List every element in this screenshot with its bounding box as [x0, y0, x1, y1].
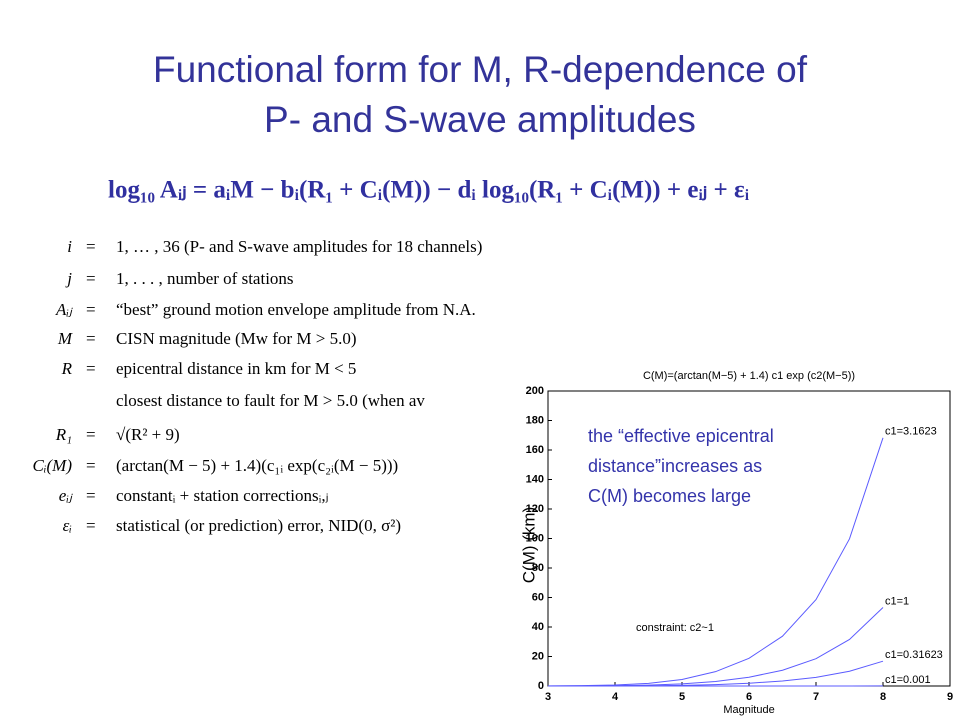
x-axis-label: Magnitude — [723, 704, 774, 716]
definition-text: 1, . . . , number of stations — [116, 269, 294, 288]
equals-sign: = — [86, 237, 96, 256]
definitions: i = 1, … , 36 (P- and S-wave amplitudes fo… — [32, 237, 482, 535]
y-tick-label: 20 — [532, 650, 544, 662]
definition-symbol: εᵢ — [63, 516, 72, 535]
equals-sign: = — [86, 269, 96, 288]
slide-title: P- and S-wave amplitudes — [264, 99, 696, 140]
y-tick-label: 40 — [532, 621, 544, 633]
series-label: c1=0.31623 — [885, 649, 943, 661]
x-tick-label: 8 — [880, 691, 886, 703]
definition-text: (arctan(M − 5) + 1.4)(c₁ᵢ exp(c₂ᵢ(M − 5)… — [116, 456, 398, 475]
slide-title: Functional form for M, R-dependence of — [153, 49, 808, 90]
x-tick-label: 6 — [746, 691, 752, 703]
definition-symbol: R — [61, 359, 73, 378]
definition-text: √(R² + 9) — [116, 425, 180, 444]
x-tick-label: 7 — [813, 691, 819, 703]
constraint-note: constraint: c2~1 — [636, 622, 714, 634]
definition-symbol: j — [65, 269, 72, 288]
definition-text: “best” ground motion envelope amplitude … — [116, 300, 476, 319]
x-tick-label: 9 — [947, 691, 953, 703]
definition-symbol: M — [57, 329, 73, 348]
y-tick-label: 100 — [526, 532, 544, 544]
y-tick-label: 60 — [532, 591, 544, 603]
definition-text: CISN magnitude (Mw for M > 5.0) — [116, 329, 356, 348]
definition-symbol: Cᵢ(M) — [32, 456, 72, 475]
y-tick-label: 160 — [526, 444, 544, 456]
equals-sign: = — [86, 425, 96, 444]
equals-sign: = — [86, 486, 96, 505]
x-tick-label: 5 — [679, 691, 685, 703]
series-label: c1=0.001 — [885, 674, 931, 686]
equals-sign: = — [86, 359, 96, 378]
chart: C(M)=(arctan(M−5) + 1.4) c1 exp (c2(M−5)… — [519, 370, 953, 716]
definition-text: constantᵢ + station correctionsᵢ,ⱼ — [116, 486, 329, 505]
y-tick-label: 180 — [526, 414, 544, 426]
definition-text: closest distance to fault for M > 5.0 (w… — [116, 391, 425, 410]
definition-symbol: eᵢⱼ — [59, 486, 73, 505]
y-tick-label: 80 — [532, 562, 544, 574]
definition-text: 1, … , 36 (P- and S-wave amplitudes for … — [116, 237, 482, 256]
equals-sign: = — [86, 329, 96, 348]
definition-symbol: i — [67, 237, 72, 256]
definition-symbol: R₁ — [55, 425, 72, 444]
chart-title: C(M)=(arctan(M−5) + 1.4) c1 exp (c2(M−5)… — [643, 370, 855, 382]
equation: log₁₀ Aᵢⱼ = aᵢM − bᵢ(R₁ + Cᵢ(M)) − dᵢ lo… — [108, 177, 750, 204]
x-tick-label: 4 — [612, 691, 619, 703]
series-label: c1=3.1623 — [885, 426, 937, 438]
definition-text: statistical (or prediction) error, NID(0… — [116, 516, 401, 535]
annotation: C(M) becomes large — [588, 486, 751, 506]
equals-sign: = — [86, 456, 96, 475]
x-tick-label: 3 — [545, 691, 551, 703]
annotation: the “effective epicentral — [588, 426, 774, 446]
y-tick-label: 200 — [526, 385, 544, 397]
equals-sign: = — [86, 516, 96, 535]
y-tick-label: 120 — [526, 503, 544, 515]
equals-sign: = — [86, 300, 96, 319]
y-tick-label: 140 — [526, 473, 544, 485]
definition-symbol: Aᵢⱼ — [55, 300, 73, 319]
y-tick-label: 0 — [538, 680, 544, 692]
series-label: c1=1 — [885, 595, 909, 607]
annotation: distance”increases as — [588, 456, 762, 476]
definition-text: epicentral distance in km for M < 5 — [116, 359, 356, 378]
